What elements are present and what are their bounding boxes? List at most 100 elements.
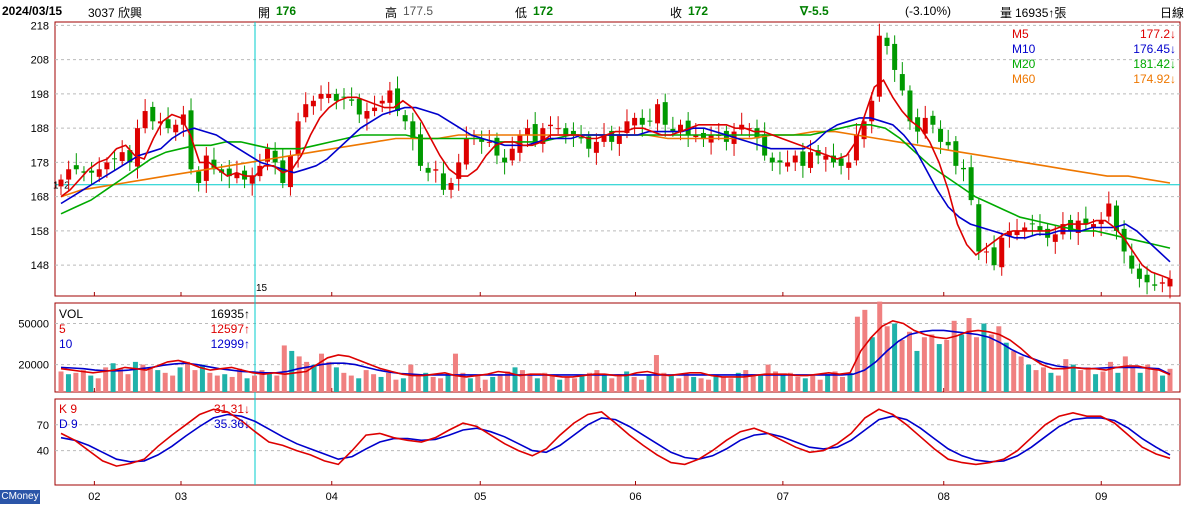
volume-bar bbox=[1070, 364, 1076, 392]
y-tick-label: 198 bbox=[31, 89, 49, 101]
low-value: 172 bbox=[533, 4, 554, 18]
volume-value: 16935↑張 bbox=[1015, 6, 1067, 20]
volume-bar bbox=[929, 334, 935, 392]
volume-bar bbox=[95, 378, 101, 392]
candle-body bbox=[555, 128, 561, 130]
volume-bar bbox=[222, 374, 228, 392]
volume-bar bbox=[787, 372, 793, 392]
candle-body bbox=[570, 130, 576, 136]
candle-body bbox=[678, 124, 684, 132]
candle-body bbox=[1136, 268, 1142, 279]
candle-body bbox=[280, 160, 286, 183]
volume-bar bbox=[527, 374, 533, 392]
volume-bar bbox=[1115, 372, 1121, 392]
low-label: 低 bbox=[515, 6, 528, 20]
candle-body bbox=[915, 117, 921, 132]
volume-bar bbox=[892, 323, 898, 392]
candle-body bbox=[150, 106, 156, 122]
volume-bar bbox=[758, 375, 764, 392]
candle-body bbox=[1014, 230, 1020, 236]
candle-body bbox=[655, 104, 661, 124]
legend-name: M60 bbox=[1012, 72, 1036, 86]
volume-bar bbox=[713, 375, 719, 392]
candle-body bbox=[180, 114, 186, 125]
legend-name: 10 bbox=[59, 337, 73, 351]
volume-bar bbox=[125, 374, 131, 392]
y-tick-label: 20000 bbox=[18, 360, 49, 372]
volume-bar bbox=[252, 375, 258, 392]
volume-bar bbox=[906, 331, 912, 392]
close-value: 172 bbox=[688, 4, 709, 18]
candle-body bbox=[1075, 220, 1081, 233]
candle-body bbox=[1159, 282, 1165, 284]
candle-body bbox=[96, 169, 102, 177]
change-percent: (-3.10%) bbox=[905, 4, 952, 18]
volume-bar bbox=[921, 337, 927, 392]
x-tick-label: 06 bbox=[629, 491, 641, 503]
volume-bar bbox=[951, 320, 957, 392]
candle-body bbox=[754, 128, 760, 139]
legend-value: 16935↑ bbox=[211, 307, 250, 321]
candle-body bbox=[119, 152, 125, 162]
candle-body bbox=[532, 124, 538, 142]
volume-bar bbox=[631, 376, 637, 392]
volume-bar bbox=[199, 364, 205, 392]
volume-bar bbox=[385, 372, 391, 392]
open-value: 176 bbox=[276, 4, 297, 18]
volume-bar bbox=[408, 364, 414, 392]
volume-bar bbox=[668, 375, 674, 392]
volume-bar bbox=[482, 379, 488, 392]
candle-body bbox=[173, 124, 179, 133]
candle-body bbox=[349, 99, 355, 101]
volume-bar bbox=[58, 371, 64, 392]
legend-name: M5 bbox=[1012, 27, 1029, 41]
candle-body bbox=[188, 110, 194, 170]
y-tick-label: 178 bbox=[31, 157, 49, 169]
candle-body bbox=[448, 182, 454, 190]
volume-bar bbox=[698, 378, 704, 392]
volume-bar bbox=[1093, 374, 1099, 392]
volume-bar bbox=[750, 374, 756, 392]
y-tick-label: 50000 bbox=[18, 319, 49, 331]
candle-body bbox=[66, 169, 72, 180]
legend-name: K 9 bbox=[59, 402, 77, 416]
candle-body bbox=[1006, 230, 1012, 236]
volume-bar bbox=[944, 339, 950, 392]
candle-body bbox=[991, 247, 997, 266]
volume-bar bbox=[1085, 367, 1091, 392]
candle-body bbox=[134, 128, 140, 167]
volume-bar bbox=[832, 371, 838, 392]
volume-bar bbox=[378, 376, 384, 392]
volume-bar bbox=[460, 372, 466, 392]
volume-bar bbox=[356, 378, 362, 392]
candle-body bbox=[494, 137, 500, 156]
volume-bar bbox=[743, 370, 749, 392]
candle-body bbox=[746, 128, 752, 130]
candle-body bbox=[142, 111, 148, 129]
y-tick-label: 158 bbox=[31, 226, 49, 238]
candle-body bbox=[463, 138, 469, 165]
volume-bar bbox=[557, 379, 563, 392]
candle-body bbox=[907, 90, 913, 122]
volume-bar bbox=[348, 375, 354, 392]
legend-value: 174.92↓ bbox=[1133, 72, 1176, 86]
volume-bar bbox=[244, 378, 250, 392]
candle-body bbox=[234, 172, 240, 179]
y-tick-label: 218 bbox=[31, 20, 49, 32]
volume-bar bbox=[229, 376, 235, 392]
volume-bar bbox=[586, 372, 592, 392]
volume-bar bbox=[1122, 356, 1128, 392]
volume-bar bbox=[728, 378, 734, 392]
high-value: 177.5 bbox=[403, 4, 434, 18]
y-tick-label: 188 bbox=[31, 123, 49, 135]
candle-body bbox=[838, 158, 844, 166]
stock-name: 3037 欣興 bbox=[88, 6, 143, 20]
candle-body bbox=[318, 93, 324, 99]
volume-bar bbox=[371, 374, 377, 392]
volume-bar bbox=[802, 378, 808, 392]
volume-bar bbox=[497, 374, 503, 392]
candle-body bbox=[593, 141, 599, 153]
volume-bar bbox=[840, 376, 846, 392]
candle-body bbox=[1052, 234, 1058, 242]
